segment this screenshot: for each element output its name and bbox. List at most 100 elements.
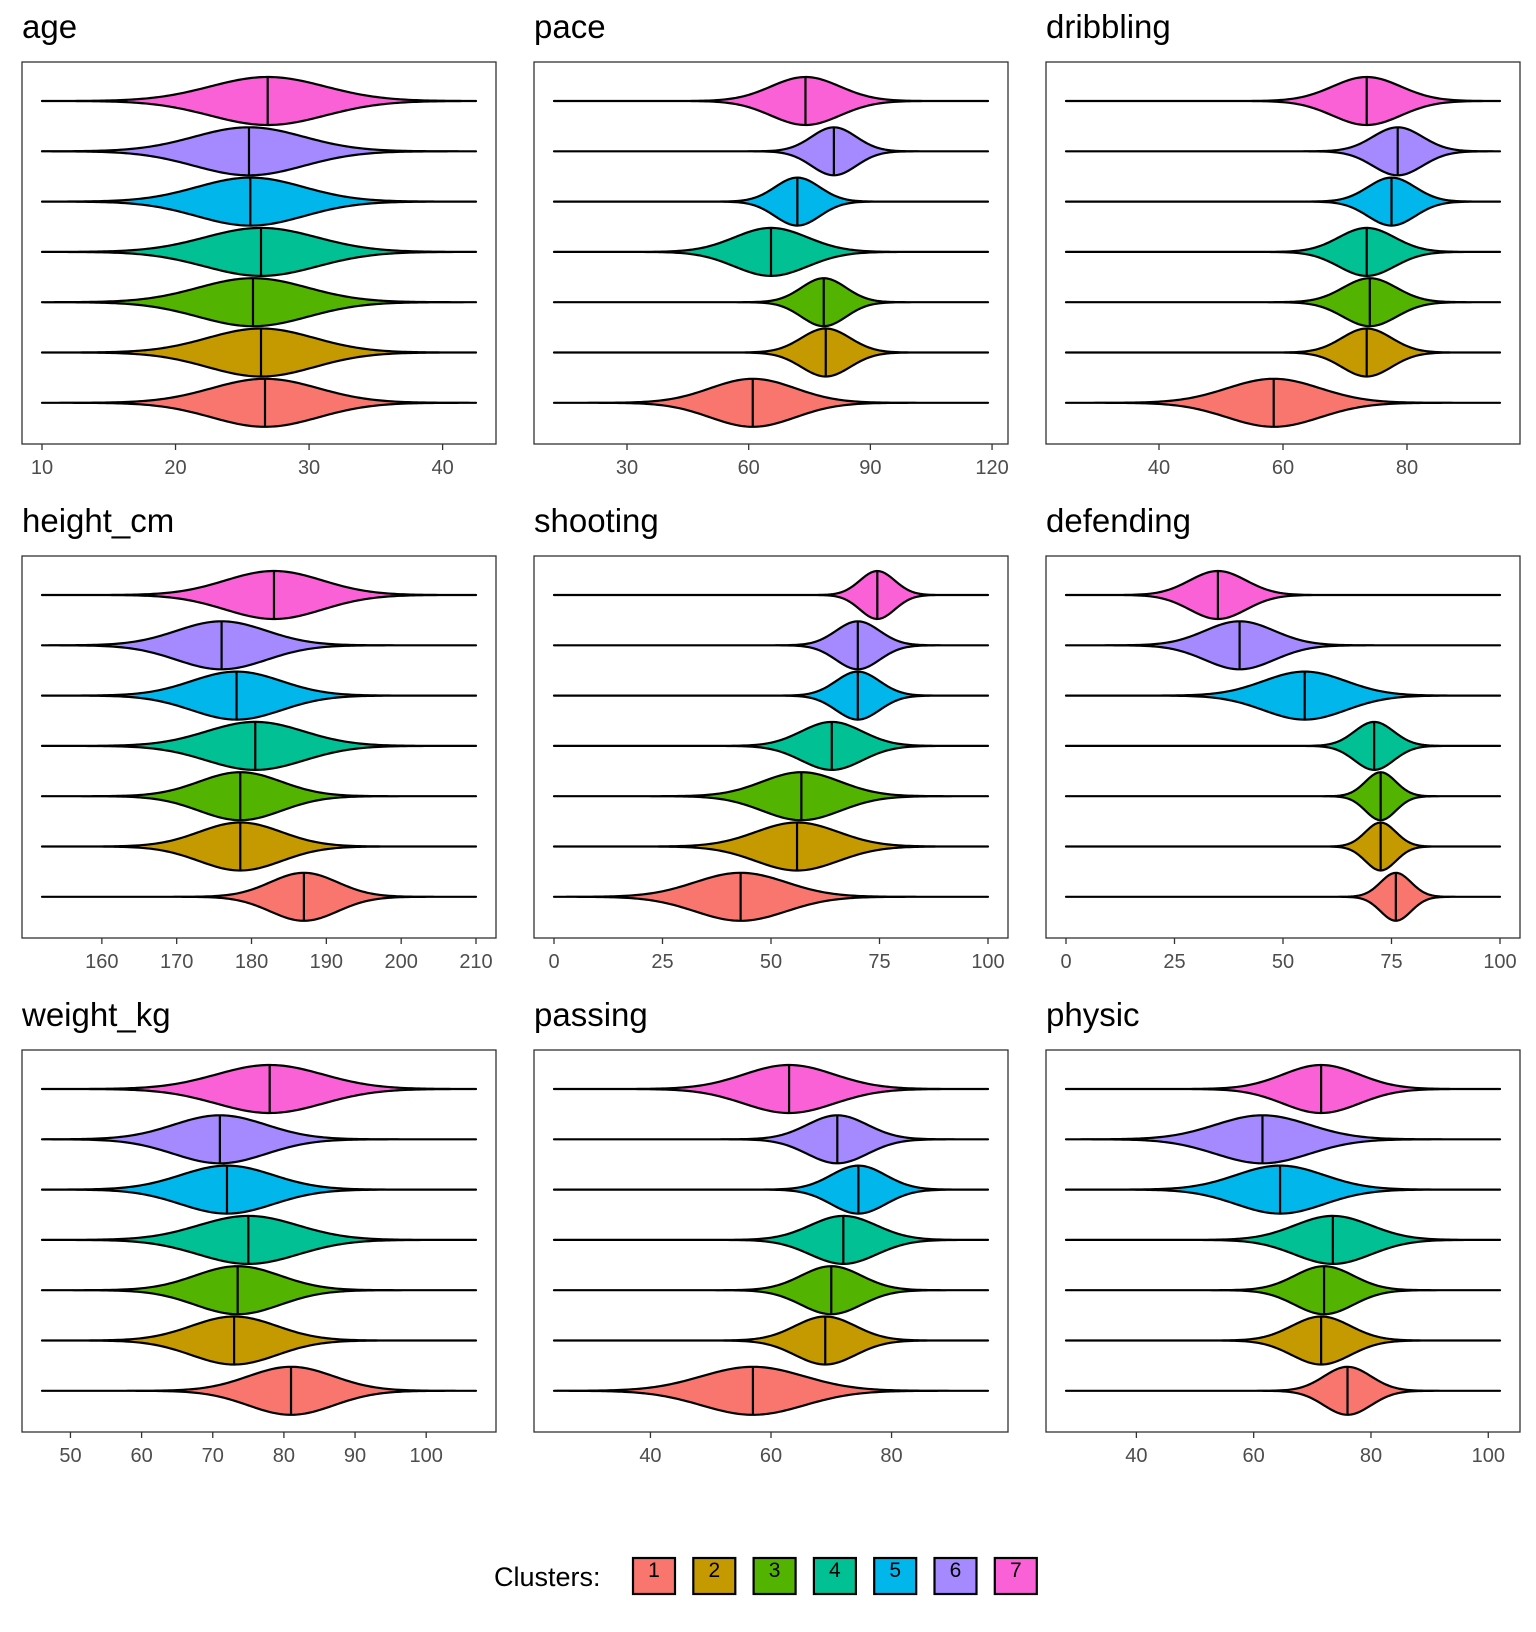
violin-shape: [1064, 277, 1502, 328]
violin-shape: [1064, 821, 1502, 872]
violin-shape: [40, 1365, 478, 1416]
x-tick-label: 50: [760, 951, 782, 973]
violin-shape: [552, 670, 990, 721]
violin-cluster-4: [552, 720, 990, 771]
violin-cluster-4: [552, 226, 990, 277]
violin-cluster-2: [40, 327, 478, 378]
legend-key-7: 7: [993, 1556, 1038, 1596]
violin-shape: [1064, 771, 1502, 822]
legend-key-label: 6: [950, 1559, 962, 1582]
violin-cluster-6: [40, 620, 478, 671]
violin-cluster-1: [1064, 871, 1502, 922]
violin-cluster-4: [40, 226, 478, 277]
violin-shape: [40, 1114, 478, 1165]
violin-shape: [552, 1114, 990, 1165]
legend-swatch: [812, 1556, 858, 1596]
violin-cluster-1: [40, 1365, 478, 1416]
violin-shape: [552, 1265, 990, 1316]
legend-key-label: 7: [1010, 1559, 1022, 1582]
violin-shape: [1064, 1164, 1502, 1215]
x-tick-label: 20: [164, 457, 186, 479]
violin-shape: [40, 377, 478, 428]
panel-passing: passing 40 60 80: [533, 996, 1009, 1467]
x-tick-label: 60: [1243, 1445, 1265, 1467]
panels: age 10 20 30 40 pace 30 60 90 120 dribbling 40 60 80 h…: [21, 8, 1521, 1467]
violin-cluster-4: [40, 720, 478, 771]
violin-cluster-4: [40, 1214, 478, 1265]
violin-shape: [40, 277, 478, 328]
violin-cluster-2: [1064, 327, 1502, 378]
legend-key-6: 6: [933, 1556, 978, 1596]
x-tick-label: 30: [616, 457, 638, 479]
x-tick-label: 50: [59, 1445, 81, 1467]
violin-shape: [40, 1315, 478, 1366]
violin-shape: [1064, 75, 1502, 127]
violin-cluster-3: [552, 771, 990, 822]
violin-shape: [40, 821, 478, 872]
violin-cluster-5: [1064, 1164, 1502, 1215]
violin-shape: [40, 75, 478, 127]
x-tick-label: 80: [1360, 1445, 1382, 1467]
violin-cluster-7: [552, 1063, 990, 1115]
x-tick-label: 210: [459, 951, 492, 973]
violin-shape: [40, 1164, 478, 1215]
violin-shape: [552, 277, 990, 328]
violin-shape: [552, 75, 990, 127]
panel-title: dribbling: [1046, 8, 1171, 45]
violin-cluster-4: [1064, 226, 1502, 277]
legend-key-1: 1: [631, 1556, 677, 1596]
legend: Clusters: 1 2 3 4 5 6 7: [494, 1556, 1038, 1596]
panel-shooting: shooting 0 25 50 75 100: [533, 502, 1009, 973]
violin-cluster-2: [40, 821, 478, 872]
x-tick-label: 0: [1060, 951, 1071, 973]
panel-defending: defending 0 25 50 75 100: [1045, 502, 1521, 973]
violin-cluster-2: [40, 1315, 478, 1366]
violin-shape: [1064, 670, 1502, 721]
violin-cluster-2: [552, 1315, 990, 1366]
panel-dribbling: dribbling 40 60 80: [1045, 8, 1521, 479]
violin-cluster-6: [552, 1114, 990, 1165]
x-tick-label: 75: [1380, 951, 1402, 973]
violin-shape: [552, 620, 990, 671]
violin-cluster-5: [40, 1164, 478, 1215]
panel-title: physic: [1046, 996, 1140, 1033]
violin-cluster-1: [40, 871, 478, 922]
violin-cluster-6: [40, 126, 478, 177]
x-tick-label: 60: [738, 457, 760, 479]
violin-shape: [40, 1063, 478, 1115]
violin-shape: [552, 1365, 990, 1416]
violin-cluster-7: [40, 75, 478, 127]
violin-shape: [1064, 871, 1502, 922]
x-tick-label: 40: [1125, 1445, 1147, 1467]
panel-title: pace: [534, 8, 606, 45]
panel-title: passing: [534, 996, 648, 1033]
violin-shape: [40, 327, 478, 378]
violin-shape: [40, 720, 478, 771]
x-tick-label: 100: [971, 951, 1004, 973]
x-tick-label: 100: [410, 1445, 443, 1467]
panel-title: defending: [1046, 502, 1191, 539]
violin-cluster-3: [40, 277, 478, 328]
violin-shape: [40, 771, 478, 822]
legend-swatch: [873, 1556, 918, 1596]
panel-title: age: [22, 8, 77, 45]
violin-cluster-7: [552, 569, 990, 621]
violin-shape: [552, 377, 990, 428]
violin-cluster-5: [1064, 670, 1502, 721]
violin-cluster-6: [552, 620, 990, 671]
violin-shape: [40, 1265, 478, 1316]
legend-swatch: [752, 1556, 797, 1596]
violin-cluster-7: [1064, 569, 1502, 621]
violin-cluster-1: [552, 1365, 990, 1416]
violin-cluster-7: [552, 75, 990, 127]
violin-shape: [1064, 1265, 1502, 1316]
x-tick-label: 200: [384, 951, 417, 973]
violin-shape: [1064, 126, 1502, 177]
x-tick-label: 120: [975, 457, 1008, 479]
violin-shape: [552, 1214, 990, 1265]
legend-key-3: 3: [752, 1556, 797, 1596]
violin-cluster-3: [1064, 1265, 1502, 1316]
violin-cluster-3: [1064, 771, 1502, 822]
violin-shape: [1064, 1365, 1502, 1416]
x-tick-label: 190: [310, 951, 343, 973]
